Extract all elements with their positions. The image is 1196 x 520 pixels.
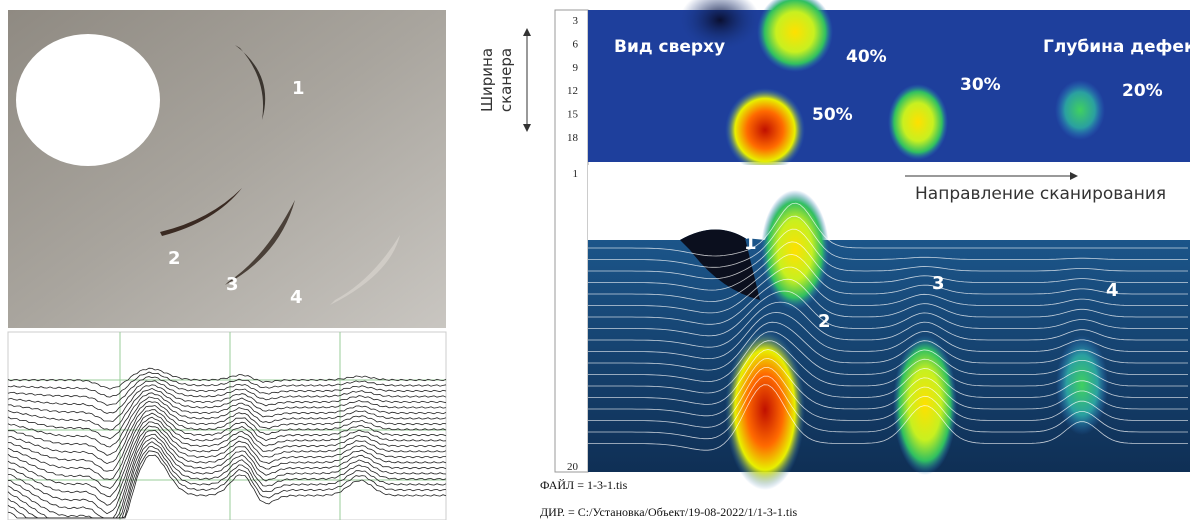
file-name: ФАЙЛ = 1-3-1.tis [540, 478, 628, 492]
tick-label: 15 [567, 109, 579, 121]
pipe-opening [16, 34, 160, 166]
defect-label: 3 [226, 274, 239, 295]
depth-label: 20% [1122, 81, 1163, 101]
defect-label: 3 [932, 273, 945, 294]
heatmap [588, 10, 1190, 162]
page: 1 2 3 4 Ширина сканера Вид сверху Глубин… [0, 0, 1196, 520]
defect-label: 2 [168, 248, 181, 269]
depth-label: 30% [960, 75, 1001, 95]
file-path: ДИР. = C:/Установка/Объект/19-08-2022/1/… [540, 505, 798, 519]
axis-label: сканера [497, 48, 515, 112]
blob [888, 84, 948, 160]
defect-label: 1 [292, 78, 305, 99]
defect-label: 1 [744, 233, 757, 254]
tick-label: 1 [573, 168, 579, 180]
profile-surface [588, 210, 1190, 472]
depth-label: 40% [846, 47, 887, 67]
tick-label: 12 [567, 85, 578, 97]
view-title: Вид сверху [614, 37, 725, 57]
blob [725, 88, 805, 172]
tick-label: 3 [573, 15, 579, 27]
tick-label: 9 [573, 62, 579, 74]
tick-label: 18 [567, 132, 579, 144]
axis-label: Ширина [478, 48, 496, 112]
defect-label: 4 [290, 287, 303, 308]
blob [725, 330, 805, 490]
defect-label: 2 [818, 311, 831, 332]
scale-column [555, 10, 588, 472]
direction-label: Направление сканирования [915, 184, 1166, 204]
depth-title: Глубина дефекта [1043, 37, 1196, 57]
tick-label: 20 [567, 461, 579, 473]
blob [1055, 80, 1105, 140]
depth-label: 50% [812, 105, 853, 125]
tick-label: 6 [573, 38, 579, 50]
defect-label: 4 [1106, 280, 1119, 301]
waveform-panel [8, 332, 446, 520]
